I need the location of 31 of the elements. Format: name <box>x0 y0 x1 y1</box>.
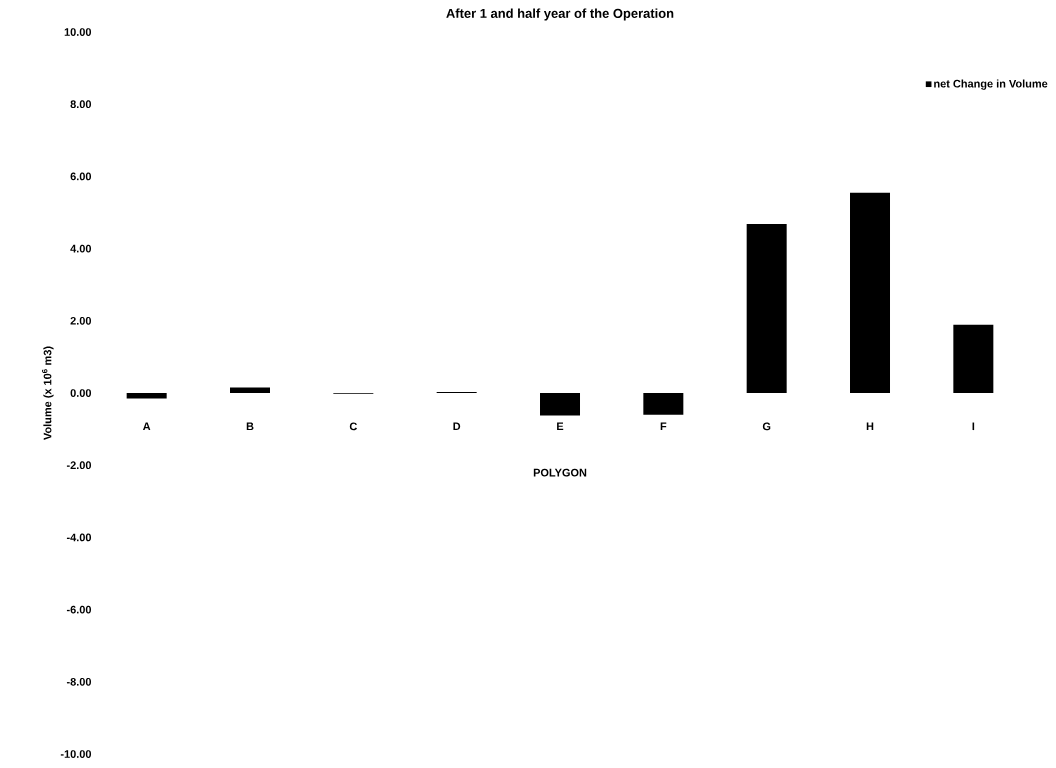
bar <box>746 224 787 393</box>
y-tick-label: -8.00 <box>66 677 92 686</box>
y-tick-label: 4.00 <box>70 244 92 253</box>
bar <box>540 393 580 416</box>
y-axis-title: Volume (x 10$^{6}$ m3) <box>41 346 54 440</box>
bar <box>850 192 890 393</box>
x-tick-label: B <box>246 422 254 431</box>
y-tick-label: -2.00 <box>66 461 92 470</box>
x-axis-title: POLYGON <box>533 468 587 477</box>
bar <box>230 387 270 393</box>
bar <box>126 393 167 399</box>
chart-title: After 1 and half year of the Operation <box>446 8 674 21</box>
y-tick-label: 0.00 <box>70 389 92 397</box>
y-tick-label: -6.00 <box>66 605 92 614</box>
bar <box>643 393 684 415</box>
y-tick-label: -4.00 <box>66 533 92 542</box>
bar <box>953 324 994 393</box>
x-tick-label: C <box>349 422 357 431</box>
x-tick-label: F <box>660 422 667 431</box>
y-tick-label: 8.00 <box>70 100 92 109</box>
x-tick-label: I <box>972 422 975 431</box>
y-tick-label: 10.00 <box>64 28 92 36</box>
x-tick-label: A <box>142 422 151 431</box>
x-tick-label: G <box>762 422 771 431</box>
x-tick-label: D <box>453 422 461 431</box>
x-tick-label: E <box>557 422 564 431</box>
y-tick-label: 6.00 <box>70 172 92 181</box>
y-tick-label: -10.00 <box>60 750 92 758</box>
y-tick-label: 2.00 <box>70 316 92 325</box>
legend-label: net Change in Volume <box>934 79 1048 90</box>
x-tick-label: H <box>866 422 874 431</box>
